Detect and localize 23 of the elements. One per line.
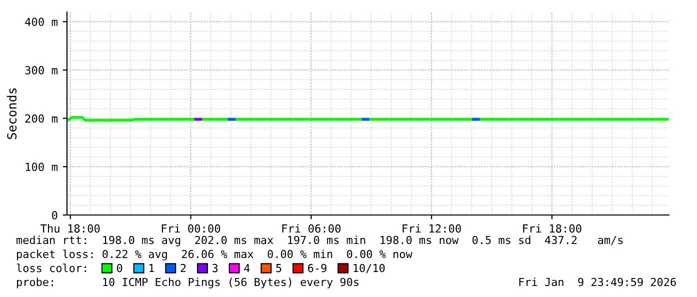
- x-tick-label: Thu 18:00: [40, 224, 100, 233]
- legend-label: 10/10: [354, 264, 385, 274]
- text: probe: 10 ICMP Echo Pings (56 Bytes) every 90s Fri Jan 9 23:49:59 2026: [17, 278, 676, 288]
- text: packet loss: 0.22 % avg 26.06 % max 0.00 % min 0.00 % now: [17, 250, 412, 260]
- legend-title: loss color:: [16, 264, 86, 272]
- y-axis-title: Seconds: [6, 88, 17, 139]
- y-tick-label: 200 m: [25, 114, 58, 123]
- x-tick-label: Fri 00:00: [162, 224, 220, 233]
- text: median rtt: 198.0 ms avg 202.0 ms max 197.0 ms min 198.0 ms now 0.5 ms sd 437.2 am/s: [16, 236, 623, 246]
- y-tick-label: 400 m: [25, 18, 58, 26]
- x-tick-label: Fri 12:00: [402, 224, 461, 233]
- x-tick-label: Fri 06:00: [282, 224, 341, 233]
- legend-label: 4: [244, 264, 250, 272]
- legend-label: 3: [212, 264, 218, 272]
- y-tick-label: 0: [52, 211, 58, 220]
- y-tick-label: 300 m: [25, 66, 58, 74]
- legend-label: 5: [276, 264, 282, 272]
- x-tick-label: Fri 18:00: [523, 224, 582, 233]
- legend-label: 0: [116, 264, 122, 272]
- y-tick-label: 100 m: [26, 162, 58, 172]
- legend-label: 1: [149, 264, 154, 272]
- legend-label: 6-9: [308, 264, 326, 272]
- legend-label: 2: [180, 264, 186, 272]
